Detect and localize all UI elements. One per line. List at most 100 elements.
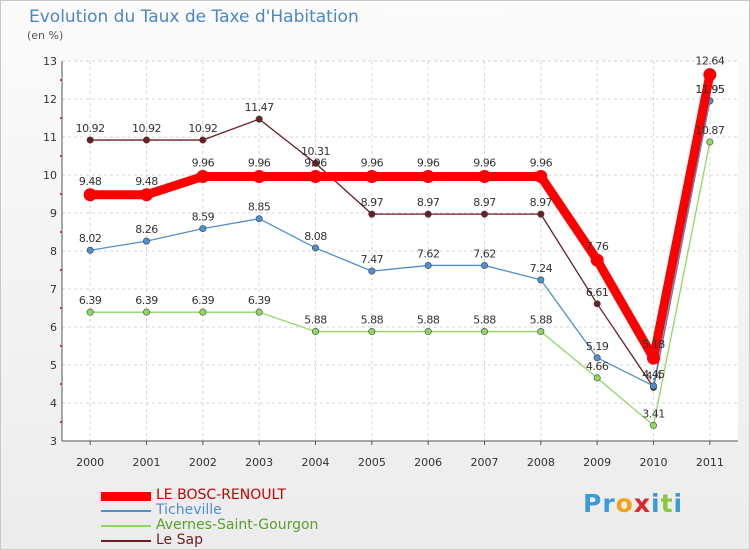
data-label: 11.95 — [695, 83, 724, 96]
data-point — [537, 328, 545, 336]
x-tick-label: 2009 — [583, 456, 611, 469]
data-label: 5.18 — [642, 338, 665, 351]
data-point — [199, 136, 207, 144]
data-label: 9.96 — [473, 157, 496, 170]
data-point — [368, 210, 376, 218]
x-tick-label: 2007 — [471, 456, 499, 469]
data-point — [368, 328, 376, 336]
data-label: 6.39 — [192, 294, 215, 307]
proxiti-logo: Proxiti — [583, 489, 683, 518]
data-label: 10.92 — [76, 122, 105, 135]
data-point — [647, 351, 660, 365]
logo-letter: t — [660, 489, 674, 518]
data-label: 8.59 — [192, 211, 215, 224]
data-point — [86, 246, 94, 254]
data-label: 5.19 — [586, 340, 609, 353]
data-point — [706, 138, 714, 146]
legend-label: Ticheville — [156, 502, 222, 518]
data-label: 4.4 — [646, 369, 662, 382]
logo-letter: r — [602, 489, 616, 518]
data-label: 11.47 — [245, 101, 274, 114]
data-point — [649, 382, 657, 390]
data-point — [309, 170, 322, 184]
legend-label: LE BOSC-RENOULT — [156, 487, 286, 503]
data-label: 5.88 — [304, 314, 327, 327]
x-tick-label: 2001 — [133, 456, 161, 469]
data-label: 8.85 — [248, 201, 271, 214]
x-tick-label: 2011 — [696, 456, 724, 469]
logo-letter: i — [651, 489, 661, 518]
y-tick-label: 8 — [50, 245, 57, 258]
data-label: 3.41 — [642, 407, 665, 420]
y-tick-label: 13 — [43, 55, 57, 68]
legend-label: Le Sap — [156, 532, 203, 548]
logo-letter: x — [633, 489, 651, 518]
data-point — [143, 237, 151, 245]
data-label: 9.48 — [79, 175, 102, 188]
data-label: 7.62 — [473, 247, 496, 260]
x-tick-label: 2000 — [76, 456, 104, 469]
data-point — [480, 210, 488, 218]
data-point — [537, 276, 545, 284]
y-tick-label: 7 — [50, 283, 57, 296]
y-tick-label: 12 — [43, 93, 57, 106]
data-label: 10.31 — [301, 145, 330, 158]
y-tick-label: 6 — [50, 321, 57, 334]
data-label: 6.39 — [79, 294, 102, 307]
data-label: 4.66 — [586, 360, 609, 373]
data-point — [252, 170, 266, 184]
data-point — [86, 136, 94, 144]
data-point — [143, 308, 151, 316]
data-label: 8.08 — [304, 230, 327, 243]
data-point — [199, 225, 207, 233]
data-point — [368, 267, 376, 275]
data-point — [255, 115, 263, 123]
logo-letter: P — [583, 489, 603, 518]
data-label: 8.02 — [79, 232, 102, 245]
x-tick-label: 2010 — [640, 456, 668, 469]
legend-swatch — [101, 540, 151, 542]
data-label: 8.26 — [135, 223, 158, 236]
y-tick-label: 9 — [50, 207, 57, 220]
data-label: 9.96 — [417, 157, 440, 170]
data-point — [424, 261, 432, 269]
data-point — [311, 244, 319, 252]
data-point — [311, 328, 319, 336]
data-label: 6.39 — [135, 294, 158, 307]
data-point — [311, 159, 319, 167]
legend-label: Avernes-Saint-Gourgon — [156, 517, 319, 533]
data-label: 7.24 — [530, 262, 553, 275]
logo-letter: o — [615, 489, 634, 518]
x-tick-label: 2003 — [245, 456, 273, 469]
data-label: 9.96 — [304, 157, 327, 170]
y-tick-label: 11 — [43, 131, 57, 144]
data-point — [424, 210, 432, 218]
data-label: 8.97 — [473, 196, 496, 209]
data-point — [703, 68, 717, 82]
data-label: 9.96 — [248, 157, 271, 170]
chart-unit-label: (en %) — [27, 29, 64, 42]
data-point — [649, 421, 657, 429]
series-line-2 — [89, 141, 711, 427]
data-label: 5.88 — [473, 314, 496, 327]
data-label: 9.96 — [361, 157, 384, 170]
data-point — [83, 188, 97, 202]
data-label: 8.97 — [361, 196, 384, 209]
data-point — [478, 170, 491, 184]
data-label: 11.95 — [695, 83, 724, 96]
data-label: 10.92 — [188, 122, 217, 135]
series-line-1 — [89, 100, 711, 387]
y-tick-label: 10 — [43, 169, 57, 182]
data-label: 8.97 — [530, 196, 553, 209]
data-point — [593, 374, 601, 382]
data-label: 7.62 — [417, 247, 440, 260]
data-point — [421, 170, 435, 184]
data-label: 6.39 — [248, 294, 271, 307]
data-label: 7.76 — [586, 240, 609, 253]
data-point — [199, 308, 207, 316]
data-label: 6.61 — [586, 286, 609, 299]
data-label: 7.47 — [361, 253, 384, 266]
x-tick-label: 2002 — [189, 456, 217, 469]
legend-swatch — [101, 510, 151, 512]
